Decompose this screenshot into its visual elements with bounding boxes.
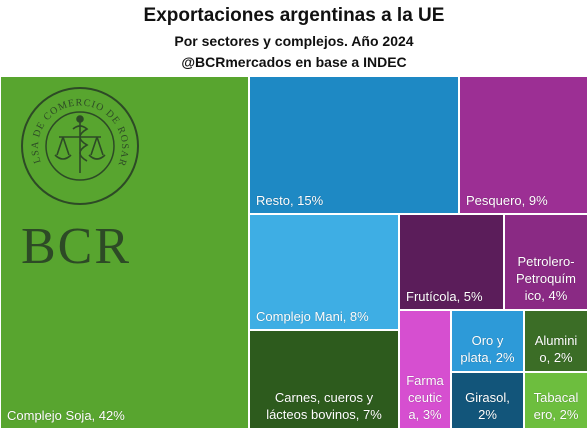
treemap-cell-oro-y-plata: Oro y plata, 2%: [451, 310, 524, 372]
treemap-label-tabacalero: Tabacal ero, 2%: [533, 390, 579, 422]
treemap-cell-tabacalero: Tabacal ero, 2%: [524, 372, 588, 429]
chart-source: @BCRmercados en base a INDEC: [181, 54, 407, 70]
treemap-cell-farmaceutica: Farma ceutic a, 3%: [399, 310, 451, 429]
treemap-label-girasol: Girasol, 2%: [465, 390, 510, 422]
treemap-cell-petrolero-petroquimico: Petrolero- Petroquím ico, 4%: [504, 214, 588, 310]
treemap-cell-pesquero: Pesquero, 9%: [459, 76, 588, 214]
treemap-label-carnes-cueros-y-lacteos-bovinos: Carnes, cueros y lácteos bovinos, 7%: [266, 390, 382, 422]
treemap-label-complejo-soja: Complejo Soja, 42%: [7, 408, 125, 423]
treemap-label-resto: Resto, 15%: [256, 193, 324, 208]
bcr-wordmark: BCR: [21, 218, 132, 275]
treemap-cell-complejo-soja: Complejo Soja, 42% BOLSA DE COMERCIO DE R…: [0, 76, 249, 429]
treemap-label-petrolero-petroquimico: Petrolero- Petroquím ico, 4%: [516, 254, 576, 303]
treemap-cell-resto: Resto, 15%: [249, 76, 459, 214]
treemap-label-pesquero: Pesquero, 9%: [466, 193, 548, 208]
treemap-cell-carnes-cueros-y-lacteos-bovinos: Carnes, cueros y lácteos bovinos, 7%: [249, 330, 399, 429]
treemap-cell-complejo-mani: Complejo Mani, 8%: [249, 214, 399, 330]
treemap-label-fruticola: Frutícola, 5%: [406, 289, 483, 304]
chart-header: Exportaciones argentinas a la UE Por sec…: [0, 0, 588, 76]
treemap-label-complejo-mani: Complejo Mani, 8%: [256, 309, 369, 324]
treemap-cell-aluminio: Alumini o, 2%: [524, 310, 588, 372]
treemap-label-farmaceutica: Farma ceutic a, 3%: [406, 373, 444, 422]
treemap-label-aluminio: Alumini o, 2%: [534, 333, 578, 365]
treemap: Complejo Soja, 42% BOLSA DE COMERCIO DE R…: [0, 76, 588, 429]
chart-subtitle: Por sectores y complejos. Año 2024: [174, 33, 414, 49]
treemap-cell-fruticola: Frutícola, 5%: [399, 214, 504, 310]
treemap-cell-girasol: Girasol, 2%: [451, 372, 524, 429]
treemap-label-oro-y-plata: Oro y plata, 2%: [460, 333, 515, 365]
chart-title: Exportaciones argentinas a la UE: [143, 5, 445, 26]
bcr-seal-icon: BOLSA DE COMERCIO DE ROSARIO: [19, 85, 139, 205]
